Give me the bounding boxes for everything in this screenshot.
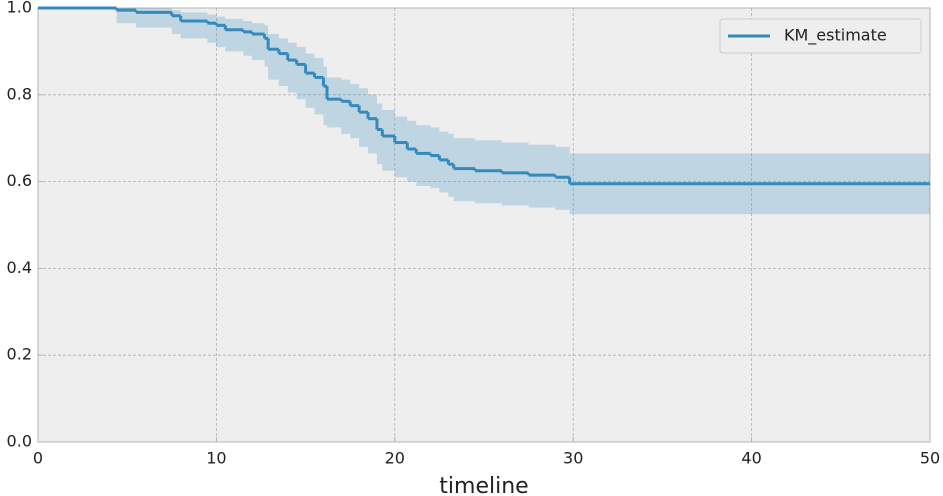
y-tick-label: 0.4 [7, 258, 32, 277]
confidence-band [368, 94, 377, 154]
y-tick-label: 0.8 [7, 84, 32, 103]
x-tick-label: 30 [563, 449, 583, 468]
confidence-band [382, 109, 395, 171]
x-tick-label: 10 [206, 449, 226, 468]
x-tick-label: 20 [385, 449, 405, 468]
confidence-band [430, 127, 440, 189]
confidence-band [407, 120, 417, 182]
confidence-band [350, 83, 360, 139]
confidence-band [278, 38, 288, 87]
confidence-band [252, 23, 265, 61]
confidence-band [243, 21, 253, 56]
y-tick-label: 0.6 [7, 171, 32, 190]
confidence-band [268, 34, 279, 80]
confidence-band [171, 10, 181, 35]
confidence-band [439, 131, 449, 193]
confidence-band [264, 25, 269, 67]
confidence-band [296, 47, 306, 100]
x-tick-label: 40 [741, 449, 761, 468]
confidence-band [314, 57, 324, 115]
legend-box [719, 18, 922, 54]
legend-label: KM_estimate [784, 26, 887, 46]
confidence-band [359, 88, 369, 147]
confidence-band [341, 79, 351, 134]
confidence-band [216, 16, 226, 48]
confidence-band [416, 125, 431, 186]
y-tick-label: 0.2 [7, 345, 32, 364]
plot-area [37, 7, 931, 443]
confidence-band [305, 53, 315, 108]
confidence-band [116, 8, 137, 24]
x-axis-label: timeline [439, 474, 528, 496]
confidence-band [394, 116, 408, 178]
confidence-band [225, 18, 244, 52]
confidence-band [376, 103, 383, 165]
x-tick-label: 0 [33, 449, 43, 468]
x-tick-label: 50 [920, 449, 940, 468]
confidence-band [180, 12, 208, 39]
confidence-band [323, 66, 328, 126]
confidence-band [287, 42, 297, 93]
y-tick-label: 1.0 [7, 0, 32, 17]
y-tick-label: 0.0 [7, 432, 32, 451]
confidence-band [207, 14, 217, 43]
confidence-band [327, 77, 342, 128]
